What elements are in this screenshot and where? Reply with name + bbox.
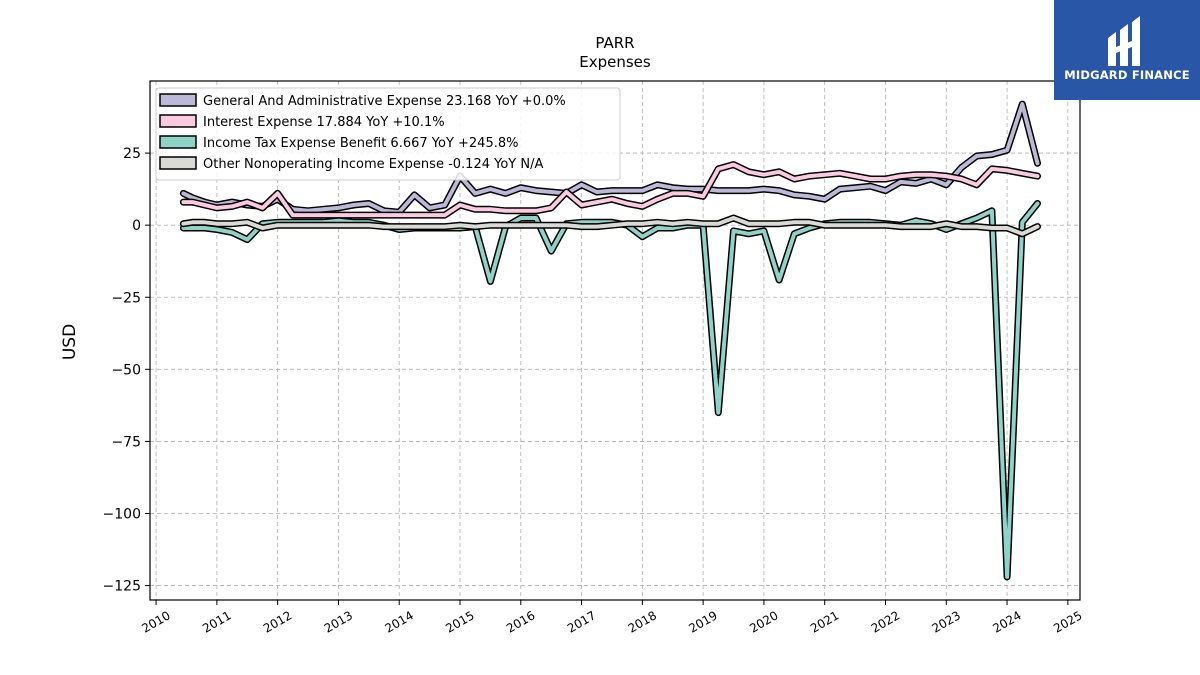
x-tick-label: 2019 <box>686 608 719 635</box>
legend-label: Income Tax Expense Benefit 6.667 YoY +24… <box>203 136 518 151</box>
y-axis-label: USD <box>60 324 80 360</box>
y-tick-label: −100 <box>103 507 141 523</box>
logo-mark-icon <box>1108 16 1140 66</box>
series-line-1 <box>181 162 1040 218</box>
series-outline-2 <box>179 200 1041 581</box>
logo-text: MIDGARD FINANCE <box>1064 68 1190 82</box>
legend-swatch <box>159 93 197 107</box>
x-tick-label: 2013 <box>322 608 355 635</box>
series-line-3 <box>181 216 1040 236</box>
x-tick-label: 2018 <box>626 608 659 635</box>
legend-swatch <box>159 114 197 128</box>
x-tick-label: 2020 <box>747 608 780 635</box>
x-tick-label: 2025 <box>1051 608 1084 635</box>
x-tick-label: 2012 <box>261 608 294 635</box>
chart-subtitle: Expenses <box>579 53 651 71</box>
legend-swatch <box>159 135 197 149</box>
y-tick-label: 0 <box>132 218 141 234</box>
x-tick-label: 2010 <box>139 608 172 635</box>
grid-lines <box>150 81 1080 600</box>
y-tick-label: −125 <box>103 579 141 595</box>
y-tick-label: −25 <box>111 290 141 306</box>
chart-title: PARR <box>595 34 634 52</box>
y-tick-label: 25 <box>123 146 141 162</box>
x-tick-label: 2022 <box>869 608 902 635</box>
legend-label: Interest Expense 17.884 YoY +10.1% <box>203 115 445 130</box>
series-lines <box>179 100 1041 581</box>
x-tick-label: 2024 <box>990 608 1023 635</box>
legend-label: Other Nonoperating Income Expense -0.124… <box>203 157 543 172</box>
y-tick-label: −50 <box>111 362 141 378</box>
series-line-2 <box>181 201 1040 579</box>
x-tick-label: 2021 <box>808 608 841 635</box>
x-tick-label: 2015 <box>443 608 476 635</box>
legend-label: General And Administrative Expense 23.16… <box>203 94 566 109</box>
legend: General And Administrative Expense 23.16… <box>155 87 621 181</box>
series-line-0 <box>181 102 1040 215</box>
x-tick-label: 2016 <box>504 608 537 635</box>
x-tick-label: 2011 <box>200 608 233 635</box>
legend-swatch <box>159 156 197 170</box>
legend-box <box>155 87 621 181</box>
x-tick-label: 2023 <box>930 608 963 635</box>
brand-logo: MIDGARD FINANCE <box>1054 0 1200 100</box>
x-tick-label: 2017 <box>565 608 598 635</box>
plot-frame <box>149 80 1081 601</box>
y-tick-label: −75 <box>111 434 141 450</box>
x-tick-label: 2014 <box>382 608 415 635</box>
